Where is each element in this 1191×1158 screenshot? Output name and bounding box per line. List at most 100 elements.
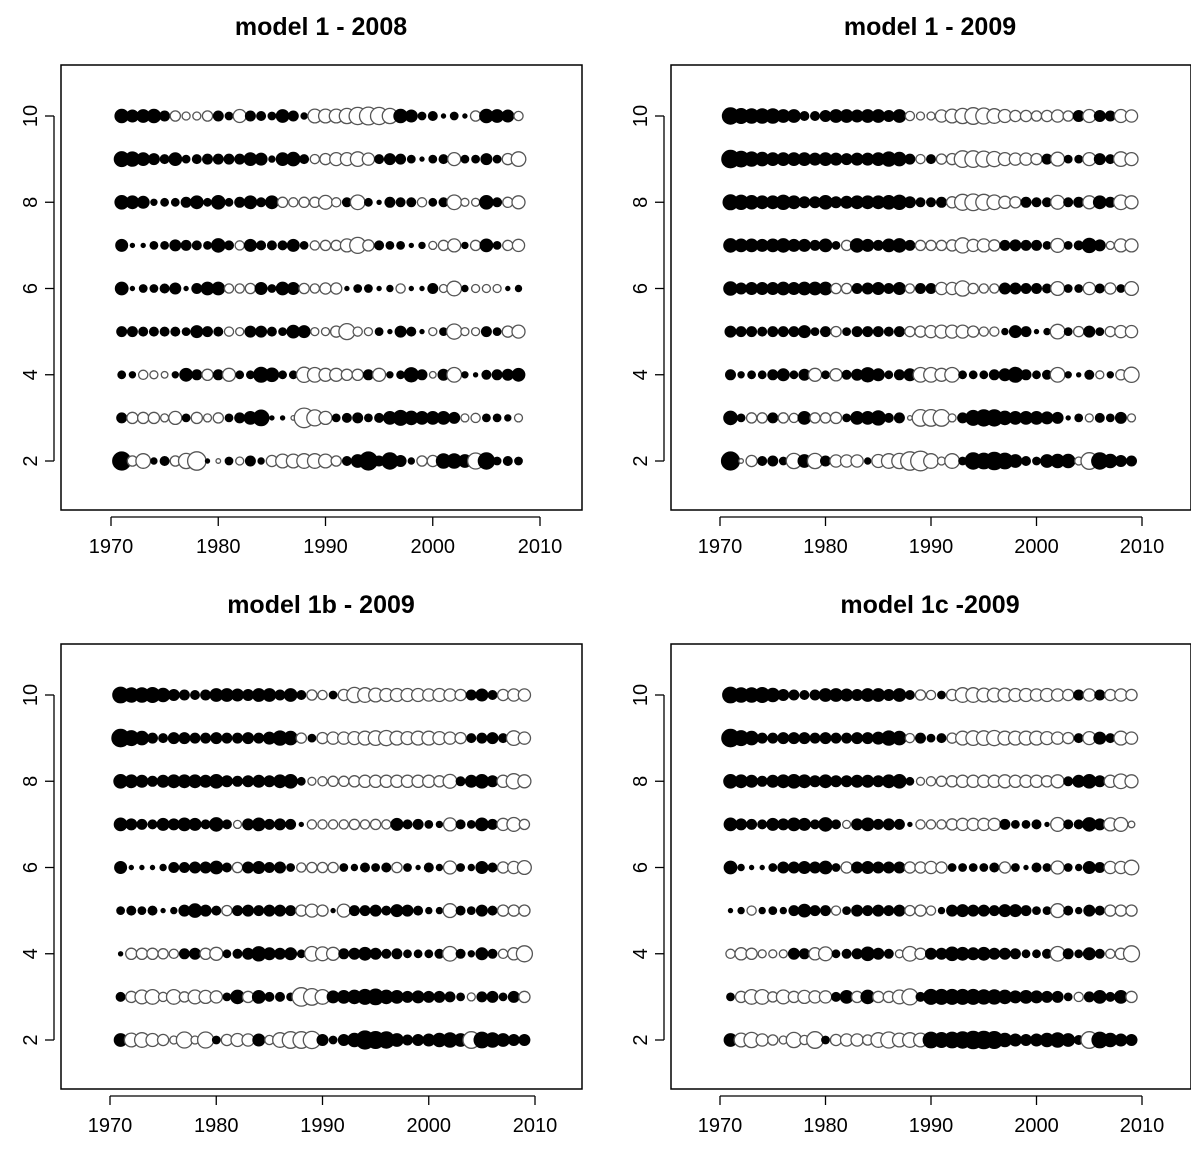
y-tick-label: 6 <box>20 862 42 873</box>
residual-point-positive <box>947 863 957 872</box>
residual-point-negative <box>1009 196 1022 209</box>
residual-point-positive <box>1063 240 1073 250</box>
residual-point-positive <box>767 326 779 338</box>
residual-point-positive <box>374 240 385 251</box>
residual-point-negative <box>316 861 329 874</box>
residual-point-negative <box>442 945 458 962</box>
residual-point-positive <box>455 819 466 830</box>
residual-point-positive <box>1032 370 1041 380</box>
residual-point-positive <box>788 905 800 917</box>
residual-point-negative <box>221 904 233 917</box>
x-tick-label: 1970 <box>89 536 134 558</box>
residual-point-negative <box>186 451 207 471</box>
residual-point-positive <box>139 864 145 871</box>
residual-point-positive <box>201 326 213 338</box>
residual-point-positive <box>1074 949 1084 959</box>
residual-point-negative <box>1124 731 1139 745</box>
residual-point-negative <box>309 283 321 294</box>
residual-point-negative <box>135 947 149 961</box>
residual-point-positive <box>841 948 852 959</box>
residual-point-negative <box>469 239 482 252</box>
residual-point-negative <box>932 408 951 427</box>
residual-point-positive <box>842 413 851 423</box>
residual-point-positive <box>480 326 492 338</box>
residual-point-negative <box>1050 151 1066 167</box>
residual-point-positive <box>191 154 202 165</box>
residual-point-positive <box>830 775 843 788</box>
residual-point-negative <box>306 689 318 701</box>
panel-title: model 1c -2009 <box>840 591 1019 619</box>
residual-point-positive <box>821 370 830 380</box>
residual-point-positive <box>181 154 191 164</box>
residual-point-positive <box>183 285 189 292</box>
residual-point-negative <box>817 946 834 962</box>
residual-point-negative <box>1050 194 1066 210</box>
residual-point-positive <box>150 198 158 206</box>
residual-point-positive <box>456 992 466 1002</box>
panel-model-1-2008: model 1 - 2008 1970 1980 1990 2000 2010 2 4 6 8… <box>20 13 583 558</box>
residual-point-positive <box>841 732 853 744</box>
residual-point-negative <box>317 776 328 787</box>
residual-point-negative <box>276 196 289 209</box>
residual-point-positive <box>872 818 884 830</box>
residual-point-negative <box>1049 323 1066 340</box>
residual-point-positive <box>285 905 297 917</box>
residual-point-positive <box>159 110 171 122</box>
residual-point-positive <box>799 690 810 701</box>
residual-point-positive <box>1073 819 1084 830</box>
residual-point-negative <box>944 366 961 383</box>
y-tick-label: 4 <box>630 948 652 959</box>
residual-point-positive <box>936 196 948 208</box>
residual-point-positive <box>864 457 872 465</box>
residual-point-positive <box>810 111 821 122</box>
residual-point-negative <box>192 111 202 121</box>
residual-point-positive <box>146 108 162 124</box>
residual-point-positive <box>138 284 148 293</box>
residual-point-positive <box>200 689 212 701</box>
residual-point-positive <box>1063 776 1074 787</box>
residual-point-negative <box>348 818 361 831</box>
residual-point-positive <box>391 948 403 960</box>
residual-point-negative <box>936 819 947 830</box>
residual-point-positive <box>492 413 502 423</box>
residual-point-positive <box>988 369 1000 381</box>
residual-point-positive <box>492 240 502 250</box>
residual-point-positive <box>746 818 758 830</box>
residual-point-negative <box>221 367 237 382</box>
residual-point-positive <box>386 371 394 379</box>
residual-point-negative <box>470 412 481 424</box>
residual-point-positive <box>440 113 447 119</box>
residual-point-positive <box>1095 327 1105 337</box>
residual-point-positive <box>998 947 1011 960</box>
residual-point-positive <box>777 732 790 745</box>
residual-point-positive <box>505 285 511 292</box>
residual-point-positive <box>234 196 246 208</box>
residual-point-positive <box>189 195 204 210</box>
residual-point-positive <box>820 326 832 338</box>
x-axis: 1970 1980 1990 2000 2010 <box>89 516 562 558</box>
residual-point-positive <box>1011 863 1020 872</box>
residual-point-positive <box>168 862 180 874</box>
residual-point-positive <box>376 285 382 292</box>
residual-point-positive <box>190 325 204 339</box>
residual-point-negative <box>915 111 926 121</box>
residual-point-positive <box>892 238 907 253</box>
residual-point-positive <box>1084 369 1095 380</box>
residual-point-positive <box>300 112 308 120</box>
residual-point-negative <box>507 904 521 917</box>
residual-point-positive <box>1082 947 1096 961</box>
residual-point-positive <box>893 818 905 830</box>
y-tick-label: 10 <box>630 105 652 127</box>
residual-point-positive <box>427 111 438 122</box>
residual-point-negative <box>445 323 463 340</box>
residual-point-positive <box>768 906 778 915</box>
residual-point-positive <box>840 688 854 702</box>
residual-point-positive <box>160 240 170 250</box>
residual-point-positive <box>840 775 853 788</box>
residual-point-positive <box>396 240 406 250</box>
residual-point-positive <box>820 905 832 917</box>
residual-point-negative <box>517 774 532 789</box>
residual-point-positive <box>212 110 224 122</box>
residual-point-positive <box>149 864 156 871</box>
residual-point-positive <box>851 904 864 917</box>
